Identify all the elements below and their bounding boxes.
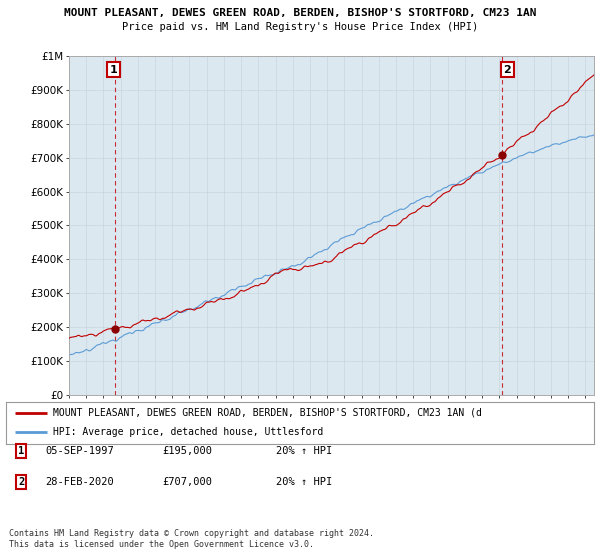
- Text: MOUNT PLEASANT, DEWES GREEN ROAD, BERDEN, BISHOP'S STORTFORD, CM23 1AN: MOUNT PLEASANT, DEWES GREEN ROAD, BERDEN…: [64, 8, 536, 18]
- Text: 20% ↑ HPI: 20% ↑ HPI: [276, 446, 332, 456]
- Text: 05-SEP-1997: 05-SEP-1997: [45, 446, 114, 456]
- Text: Contains HM Land Registry data © Crown copyright and database right 2024.
This d: Contains HM Land Registry data © Crown c…: [9, 529, 374, 549]
- Text: £195,000: £195,000: [162, 446, 212, 456]
- Text: Price paid vs. HM Land Registry's House Price Index (HPI): Price paid vs. HM Land Registry's House …: [122, 22, 478, 32]
- Text: MOUNT PLEASANT, DEWES GREEN ROAD, BERDEN, BISHOP'S STORTFORD, CM23 1AN (d: MOUNT PLEASANT, DEWES GREEN ROAD, BERDEN…: [53, 408, 482, 418]
- Text: 2: 2: [18, 477, 24, 487]
- Text: £707,000: £707,000: [162, 477, 212, 487]
- Text: 28-FEB-2020: 28-FEB-2020: [45, 477, 114, 487]
- Text: 20% ↑ HPI: 20% ↑ HPI: [276, 477, 332, 487]
- Text: HPI: Average price, detached house, Uttlesford: HPI: Average price, detached house, Uttl…: [53, 427, 323, 437]
- Text: 2: 2: [503, 64, 511, 74]
- Text: 1: 1: [18, 446, 24, 456]
- Text: 1: 1: [110, 64, 117, 74]
